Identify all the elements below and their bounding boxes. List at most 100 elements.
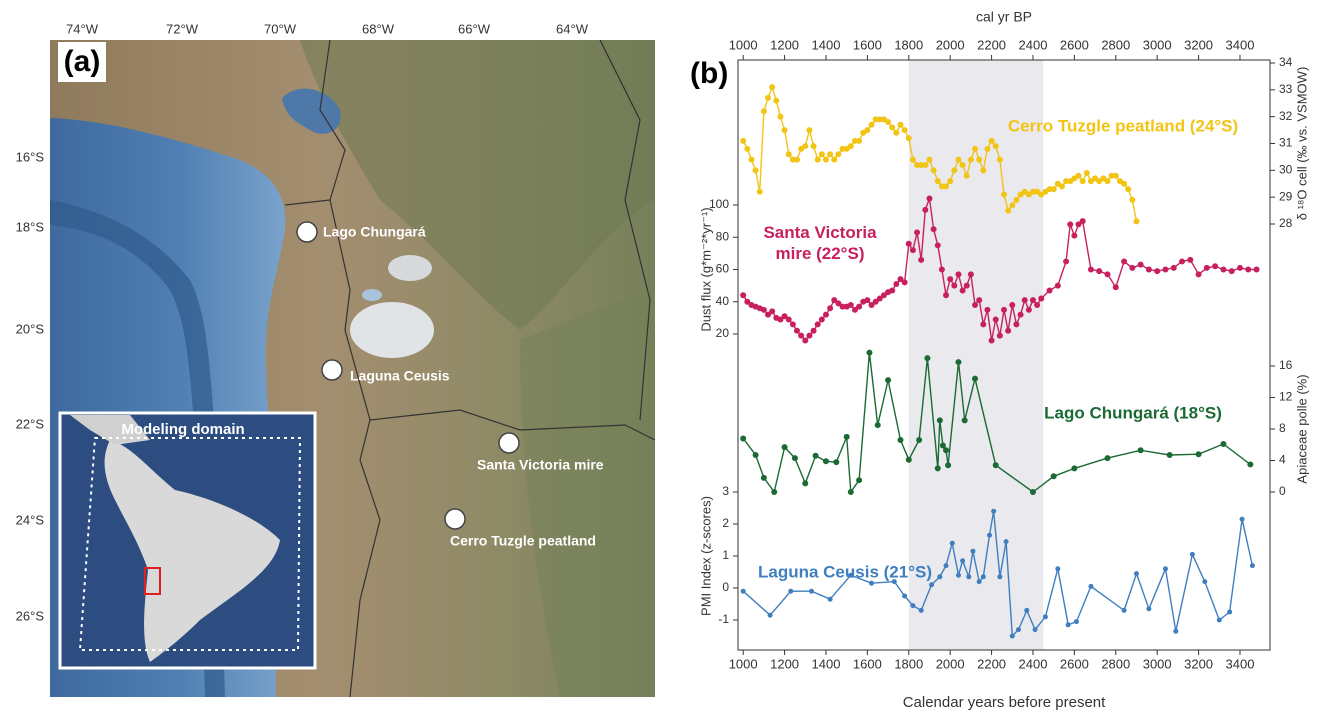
point xyxy=(786,151,792,157)
point xyxy=(1129,265,1135,271)
y-tick-label: 0 xyxy=(1279,484,1286,498)
point xyxy=(993,316,999,322)
point xyxy=(794,328,800,334)
y-tick-label: 1 xyxy=(722,548,729,562)
point xyxy=(753,167,759,173)
lat-label: 26°S xyxy=(16,608,45,623)
point xyxy=(929,582,934,587)
point xyxy=(943,183,949,189)
point xyxy=(1076,173,1082,179)
point xyxy=(1013,321,1019,327)
point xyxy=(1034,302,1040,308)
point xyxy=(924,355,930,361)
point xyxy=(960,162,966,168)
point xyxy=(1105,271,1111,277)
point xyxy=(866,350,872,356)
x-tick-label: 2600 xyxy=(1060,656,1089,671)
x-tick-label: 2800 xyxy=(1101,656,1130,671)
point xyxy=(943,292,949,298)
point xyxy=(748,157,754,163)
point xyxy=(828,597,833,602)
point xyxy=(815,157,821,163)
point xyxy=(1096,268,1102,274)
point xyxy=(1067,221,1073,227)
point xyxy=(1059,183,1065,189)
point xyxy=(1004,539,1009,544)
point xyxy=(1113,284,1119,290)
x-tick-label: 2000 xyxy=(936,656,965,671)
point xyxy=(945,462,951,468)
point xyxy=(1162,267,1168,273)
point xyxy=(1227,610,1232,615)
point xyxy=(835,151,841,157)
point xyxy=(823,458,829,464)
point xyxy=(1071,233,1077,239)
point xyxy=(968,157,974,163)
point xyxy=(926,157,932,163)
y-tick-label: 60 xyxy=(716,262,730,276)
x-tick-label: 3200 xyxy=(1184,656,1213,671)
point xyxy=(1254,267,1260,273)
point xyxy=(844,434,850,440)
point xyxy=(782,444,788,450)
salt-flat xyxy=(350,302,434,358)
point xyxy=(1066,622,1071,627)
point xyxy=(947,276,953,282)
x-tick-label: 3000 xyxy=(1143,656,1172,671)
point xyxy=(906,135,912,141)
point xyxy=(972,146,978,152)
x2-tick-label: 2200 xyxy=(977,37,1006,52)
point xyxy=(1163,566,1168,571)
point xyxy=(1005,208,1011,214)
point xyxy=(1030,297,1036,303)
lon-label: 68°W xyxy=(362,21,395,36)
point xyxy=(740,138,746,144)
point xyxy=(761,108,767,114)
point xyxy=(741,589,746,594)
figure: Lago Chungará Laguna Ceusis Santa Victor… xyxy=(0,0,1317,711)
point xyxy=(1051,473,1057,479)
point xyxy=(1129,197,1135,203)
site-marker xyxy=(297,222,317,242)
point xyxy=(833,459,839,465)
point xyxy=(997,333,1003,339)
series-label: Laguna Ceusis (21°S) xyxy=(758,562,932,581)
point xyxy=(1196,271,1202,277)
point xyxy=(997,157,1003,163)
point xyxy=(1051,186,1057,192)
point xyxy=(922,162,928,168)
point xyxy=(981,574,986,579)
point xyxy=(906,241,912,247)
point xyxy=(937,574,942,579)
point xyxy=(1074,619,1079,624)
point xyxy=(1033,627,1038,632)
point xyxy=(740,435,746,441)
y-tick-label: 3 xyxy=(722,484,729,498)
x2-tick-label: 1200 xyxy=(770,37,799,52)
lat-label: 20°S xyxy=(16,321,45,336)
point xyxy=(906,457,912,463)
point xyxy=(1237,265,1243,271)
site-marker xyxy=(322,360,342,380)
point xyxy=(848,143,854,149)
point xyxy=(792,455,798,461)
point xyxy=(1026,307,1032,313)
y-tick-label: -1 xyxy=(718,612,729,626)
site-label: Cerro Tuzgle peatland xyxy=(450,533,596,549)
y-axis-label: PMI Index (z-scores) xyxy=(698,496,713,616)
point xyxy=(943,447,949,453)
point xyxy=(831,157,837,163)
point xyxy=(1121,258,1127,264)
point xyxy=(955,157,961,163)
point xyxy=(788,589,793,594)
site-label: Lago Chungará xyxy=(323,224,426,240)
point xyxy=(1024,608,1029,613)
x-tick-label: 1200 xyxy=(770,656,799,671)
point xyxy=(1212,263,1218,269)
point xyxy=(802,143,808,149)
point xyxy=(987,533,992,538)
x-tick-label: 1000 xyxy=(729,656,758,671)
point xyxy=(902,279,908,285)
point xyxy=(984,307,990,313)
point xyxy=(997,574,1002,579)
